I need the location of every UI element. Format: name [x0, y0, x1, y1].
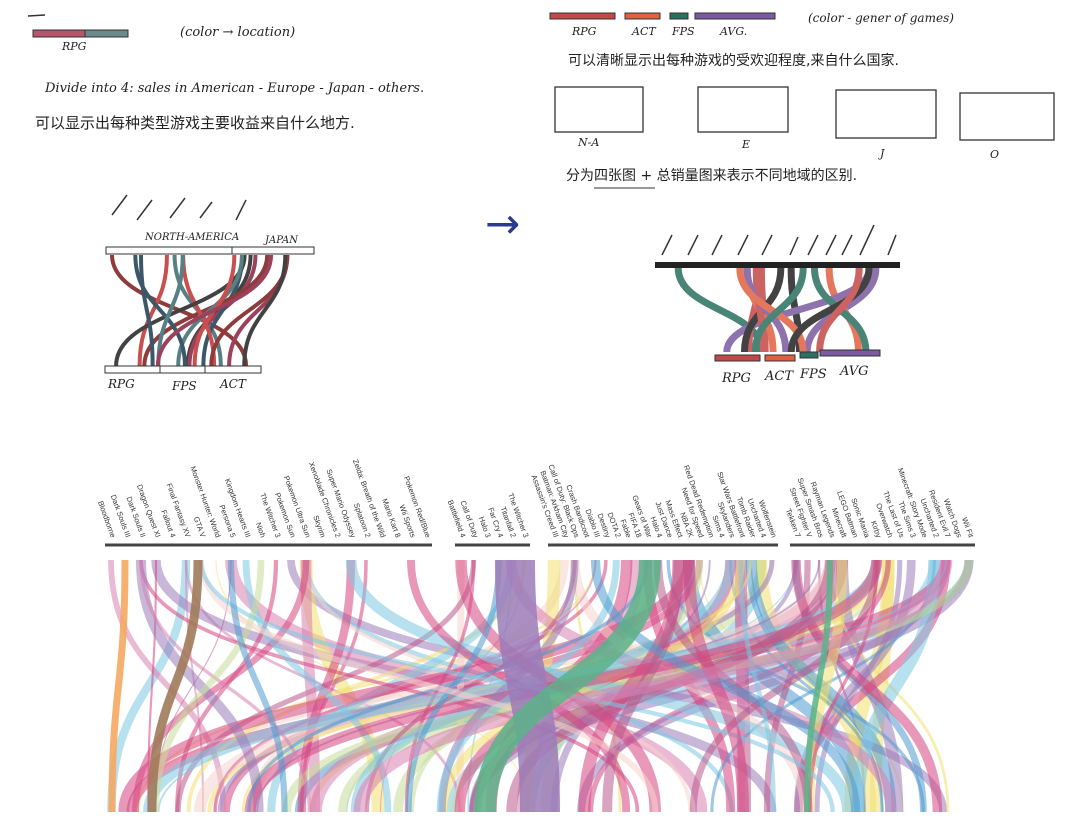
ribbon [738, 559, 776, 813]
sketch-ribbon [242, 254, 288, 367]
description: Divide into 4: sales in American - Europ… [44, 81, 424, 96]
arrow: → [485, 199, 520, 248]
sketch-ribbon [133, 254, 187, 367]
bottom-label: AVG [839, 364, 869, 379]
left-sketch: RPG (color → location) Divide into 4: sa… [27, 14, 424, 393]
ribbon [198, 559, 659, 813]
game-label: GTA V [192, 515, 208, 538]
sketch-ribbon [137, 254, 169, 367]
ribbon [345, 559, 853, 813]
scribble [27, 14, 46, 17]
chinese-note: 可以清晰显示出每种游戏的受欢迎程度,来自什么国家. [568, 52, 899, 69]
ribbon [152, 559, 265, 813]
panel-label: E [741, 138, 750, 151]
legend-label: ACT [631, 25, 657, 38]
ribbon [791, 559, 943, 813]
sketch-ribbon [787, 267, 873, 353]
ribbon [213, 559, 597, 813]
ribbon [689, 559, 881, 813]
sketch-ribbon [155, 254, 274, 367]
game-label: Nioh [254, 521, 268, 539]
legend-swatch [549, 12, 616, 20]
top-label: NORTH-AMERICA [144, 232, 239, 243]
ribbon [108, 559, 129, 813]
ribbon [474, 559, 661, 813]
ribbon [227, 559, 288, 813]
panel-label: N-A [577, 136, 599, 149]
bottom-label: FPS [171, 379, 197, 393]
axis-bar [204, 365, 262, 374]
sketch-ribbon [142, 254, 270, 367]
axis-bar [819, 349, 881, 357]
top-label: JAPAN [263, 235, 299, 246]
sketch-ribbon [138, 254, 155, 367]
axis-bar [104, 365, 161, 374]
legend-swatch [694, 12, 776, 20]
legend-swatch [669, 12, 689, 20]
game-label: Skyrim [311, 514, 327, 539]
sketch-ribbon [751, 267, 807, 353]
ribbon [135, 559, 264, 813]
chinese-note: 可以显示出每种类型游戏主要收益来自什么地方. [35, 114, 355, 132]
sketch-ribbon [156, 254, 185, 367]
ribbon [666, 559, 925, 813]
right-sketch: RPG ACT FPS AVG. (color - gener of games… [549, 11, 1055, 386]
legend-label: RPG [61, 40, 87, 53]
note: (color - gener of games) [808, 11, 954, 25]
ribbon [147, 559, 158, 813]
note: (color → location) [180, 25, 295, 40]
ribbon [108, 559, 227, 813]
ribbon [139, 559, 312, 813]
ribbon [405, 559, 502, 813]
bottom-label: ACT [764, 369, 794, 384]
bottom-label: ACT [219, 377, 247, 391]
bottom-label: RPG [107, 377, 135, 391]
axis-bar [655, 262, 900, 268]
legend-swatch [624, 12, 661, 20]
panel-label: O [990, 148, 999, 161]
sketch-ribbon [752, 267, 767, 353]
axis-bar [231, 246, 315, 255]
sketch-ribbon [816, 267, 863, 353]
axis-bar [764, 354, 796, 362]
ribbon [590, 559, 861, 813]
ribbon [804, 559, 833, 813]
ribbon [132, 559, 310, 813]
axis-bar [159, 365, 206, 374]
legend-label: RPG [571, 25, 597, 38]
ribbon [353, 559, 953, 813]
legend-swatch [84, 29, 129, 38]
ribbon [495, 559, 560, 813]
panel-label: J [878, 147, 885, 160]
legend-label: FPS [671, 25, 695, 38]
sketch-ribbon [736, 267, 807, 353]
chinese-note: 分为四张图 + 总销量图来表示不同地域的区别. [566, 168, 857, 184]
ribbon [297, 559, 356, 813]
ribbon [807, 559, 879, 813]
ribbon [683, 559, 750, 813]
axis-bar [105, 246, 237, 255]
ribbon [147, 559, 203, 813]
axis-bar [714, 354, 761, 362]
bottom-label: FPS [799, 367, 827, 382]
axis-bar [799, 351, 819, 359]
legend-label: AVG. [719, 25, 747, 38]
ribbon [247, 559, 650, 813]
bottom-label: RPG [721, 371, 751, 386]
